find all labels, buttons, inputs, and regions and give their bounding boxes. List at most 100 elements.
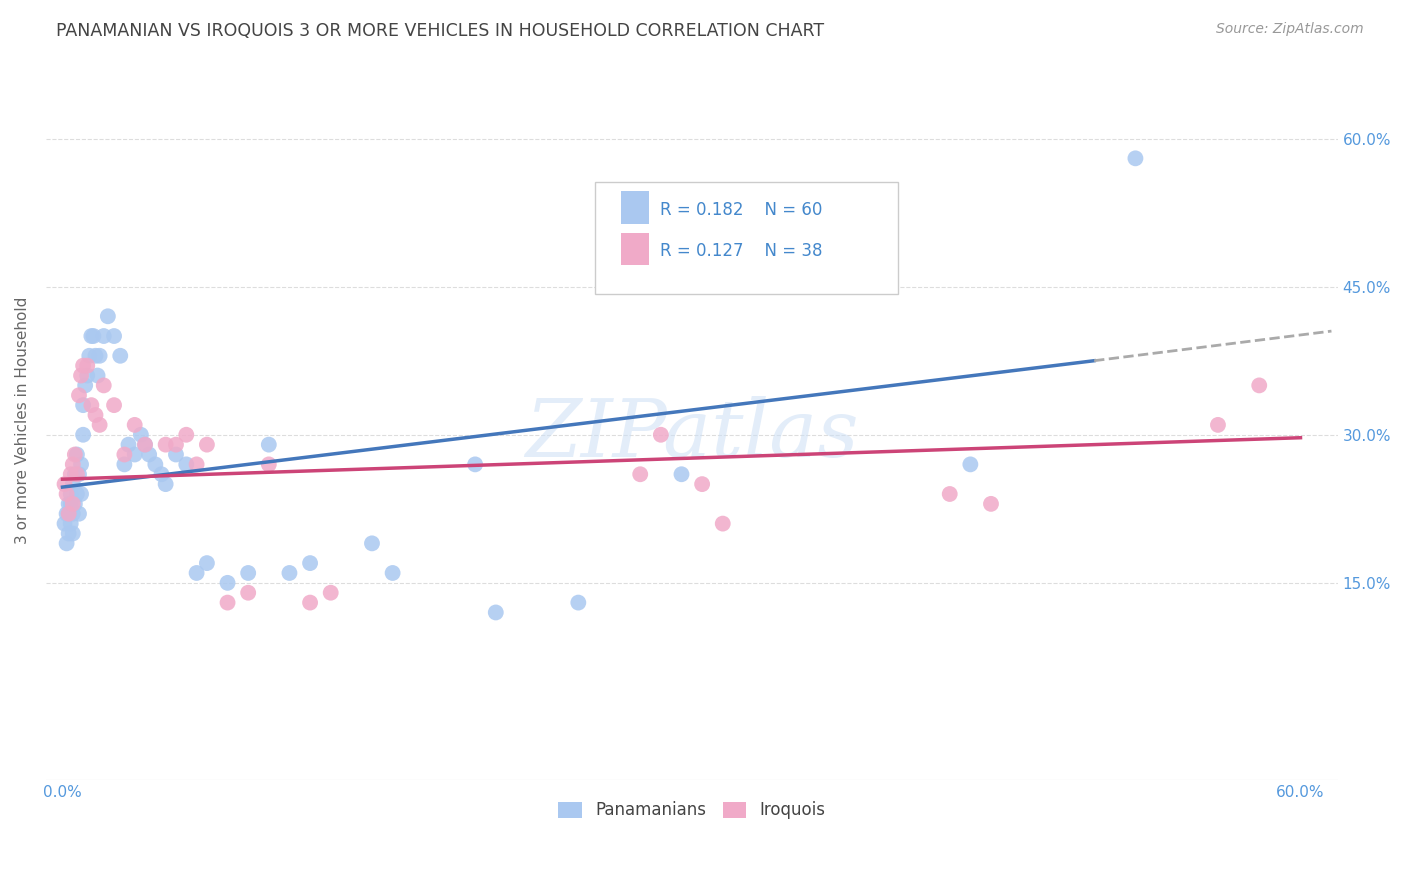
Point — [134, 437, 156, 451]
Text: ZIPatlas: ZIPatlas — [524, 396, 859, 473]
Point — [84, 408, 107, 422]
Point — [155, 477, 177, 491]
Point — [58, 507, 80, 521]
Point — [711, 516, 734, 531]
Point — [134, 437, 156, 451]
Point — [299, 556, 322, 570]
Point — [186, 566, 208, 580]
Point — [93, 329, 115, 343]
FancyBboxPatch shape — [621, 192, 650, 224]
Point — [66, 467, 89, 482]
Point — [58, 497, 80, 511]
Point — [117, 437, 139, 451]
Point — [174, 427, 197, 442]
Point — [53, 516, 76, 531]
Point — [59, 487, 82, 501]
Point — [257, 458, 280, 472]
Text: Source: ZipAtlas.com: Source: ZipAtlas.com — [1216, 22, 1364, 37]
Point — [381, 566, 404, 580]
Point — [174, 458, 197, 472]
Point — [84, 349, 107, 363]
Point — [1125, 151, 1147, 165]
Point — [195, 437, 218, 451]
Point — [238, 566, 260, 580]
Point — [80, 398, 103, 412]
Point — [690, 477, 713, 491]
Point — [150, 467, 173, 482]
Point — [464, 458, 486, 472]
Point — [103, 398, 125, 412]
Point — [89, 417, 111, 432]
Point — [86, 368, 108, 383]
Y-axis label: 3 or more Vehicles in Household: 3 or more Vehicles in Household — [15, 296, 30, 543]
Point — [103, 329, 125, 343]
Point — [238, 585, 260, 599]
Point — [76, 368, 98, 383]
Point — [72, 427, 94, 442]
Point — [959, 458, 981, 472]
Point — [70, 487, 93, 501]
Legend: Panamanians, Iroquois: Panamanians, Iroquois — [551, 795, 832, 826]
Point — [70, 458, 93, 472]
Point — [93, 378, 115, 392]
Point — [63, 497, 86, 511]
Point — [485, 606, 508, 620]
Point — [217, 575, 239, 590]
Point — [129, 427, 152, 442]
Point — [63, 467, 86, 482]
Point — [1206, 417, 1229, 432]
Point — [299, 596, 322, 610]
Point — [62, 526, 84, 541]
Point — [62, 477, 84, 491]
Point — [67, 467, 90, 482]
Text: R = 0.182    N = 60: R = 0.182 N = 60 — [659, 201, 823, 219]
Point — [72, 359, 94, 373]
Text: R = 0.127    N = 38: R = 0.127 N = 38 — [659, 242, 823, 260]
Point — [82, 329, 104, 343]
Point — [70, 368, 93, 383]
Point — [567, 596, 589, 610]
Point — [671, 467, 693, 482]
Point — [62, 507, 84, 521]
Point — [143, 458, 166, 472]
Point — [89, 349, 111, 363]
Point — [53, 477, 76, 491]
Point — [165, 437, 187, 451]
FancyBboxPatch shape — [621, 233, 650, 265]
Point — [59, 497, 82, 511]
Point — [278, 566, 301, 580]
Point — [59, 516, 82, 531]
Text: PANAMANIAN VS IROQUOIS 3 OR MORE VEHICLES IN HOUSEHOLD CORRELATION CHART: PANAMANIAN VS IROQUOIS 3 OR MORE VEHICLE… — [56, 22, 824, 40]
Point — [67, 507, 90, 521]
Point — [55, 507, 77, 521]
Point — [66, 448, 89, 462]
Point — [110, 349, 132, 363]
Point — [67, 388, 90, 402]
Point — [72, 398, 94, 412]
Point — [55, 536, 77, 550]
Point — [76, 359, 98, 373]
Point — [75, 378, 97, 392]
Point — [63, 448, 86, 462]
Point — [62, 497, 84, 511]
Point — [628, 467, 651, 482]
Point — [58, 507, 80, 521]
Point — [58, 526, 80, 541]
Point — [55, 487, 77, 501]
Point — [980, 497, 1002, 511]
Point — [80, 329, 103, 343]
FancyBboxPatch shape — [595, 182, 898, 293]
Point — [217, 596, 239, 610]
Point — [938, 487, 960, 501]
Point — [186, 458, 208, 472]
Point — [124, 448, 146, 462]
Point — [650, 427, 672, 442]
Point — [195, 556, 218, 570]
Point — [112, 458, 135, 472]
Point — [155, 437, 177, 451]
Point — [319, 585, 342, 599]
Point — [361, 536, 384, 550]
Point — [66, 487, 89, 501]
Point — [97, 310, 120, 324]
Point — [59, 467, 82, 482]
